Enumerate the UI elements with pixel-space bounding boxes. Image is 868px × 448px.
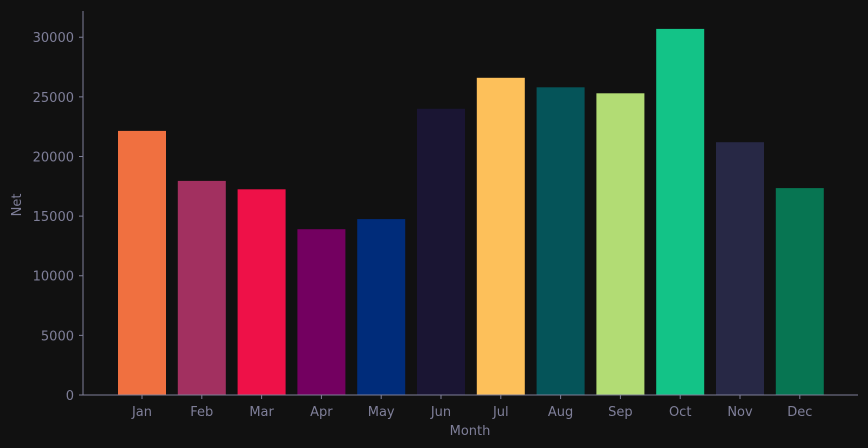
bar-jul (476, 77, 525, 396)
y-tick-label: 25000 (33, 91, 74, 106)
bar-apr (297, 229, 346, 395)
x-tick-label: Jan (131, 405, 152, 420)
y-tick-label: 10000 (33, 270, 74, 285)
y-tick-label: 30000 (33, 31, 74, 46)
y-tick-label: 15000 (33, 210, 74, 225)
bar-dec (775, 188, 824, 395)
bar-nov (716, 142, 764, 395)
bars-group (118, 28, 824, 396)
bar-feb (177, 180, 226, 395)
y-tick-label: 5000 (41, 329, 74, 344)
bar-sep (596, 93, 645, 396)
x-tick-label: Aug (548, 405, 573, 420)
y-axis-label: Net (10, 194, 25, 217)
bar-may (357, 219, 406, 395)
y-tick-label: 20000 (33, 150, 74, 165)
x-tick-label: Jul (492, 405, 509, 420)
x-tick-label: Dec (787, 405, 812, 420)
x-ticks-group: Jan Feb Mar Apr May Jun Jul Aug Sep Oct Nov Dec (131, 395, 812, 420)
x-tick-label: Nov (727, 405, 753, 420)
bar-oct (656, 28, 705, 396)
bar-aug (536, 87, 585, 396)
bar-mar (237, 189, 286, 395)
x-tick-label: Feb (190, 405, 213, 420)
bar-jan (118, 130, 166, 395)
bar-jun (417, 108, 465, 396)
x-axis-label: Month (450, 424, 491, 439)
x-tick-label: Mar (249, 405, 274, 420)
x-tick-label: Oct (669, 405, 691, 420)
y-ticks-group: 0 5000 10000 15000 20000 25000 30000 (33, 31, 83, 404)
y-tick-label: 0 (66, 389, 74, 404)
x-tick-label: Sep (608, 405, 633, 420)
x-tick-label: Jun (430, 405, 451, 420)
x-tick-label: Apr (310, 405, 333, 420)
x-tick-label: May (368, 405, 395, 420)
